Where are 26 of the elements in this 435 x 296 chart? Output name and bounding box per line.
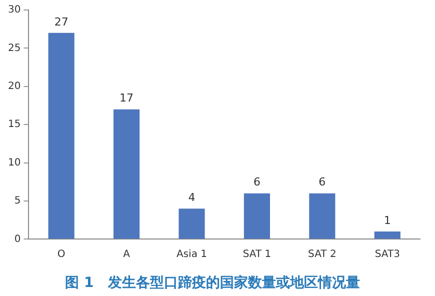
y-tick-label: 25 xyxy=(8,42,21,54)
y-tick-label: 0 xyxy=(14,234,21,245)
x-tick-label: SAT3 xyxy=(374,248,400,260)
y-tick-label: 15 xyxy=(8,119,21,130)
data-label: 6 xyxy=(253,176,260,189)
y-tick-label: 20 xyxy=(8,80,21,92)
data-label: 17 xyxy=(120,92,134,105)
x-tick-label: O xyxy=(57,248,66,260)
bar xyxy=(114,109,140,239)
text: 图 1 发生各型口蹄疫的国家数量或地区情况量 xyxy=(65,274,360,292)
x-tick-label: SAT 1 xyxy=(242,248,272,260)
data-label: 27 xyxy=(54,15,68,28)
x-tick-label: SAT 2 xyxy=(308,248,336,260)
y-tick-label: 5 xyxy=(14,196,21,207)
x-tick-label: Asia 1 xyxy=(176,248,208,260)
bar xyxy=(244,193,270,239)
data-label: 6 xyxy=(318,176,326,189)
x-tick-label: A xyxy=(123,248,130,260)
y-tick-label: 30 xyxy=(8,4,21,16)
bar xyxy=(178,208,205,239)
data-label: 1 xyxy=(384,214,391,227)
bar xyxy=(48,32,74,239)
data-label: 4 xyxy=(188,191,196,204)
bar xyxy=(374,232,400,239)
y-tick-label: 10 xyxy=(8,157,21,168)
bar xyxy=(309,193,336,239)
